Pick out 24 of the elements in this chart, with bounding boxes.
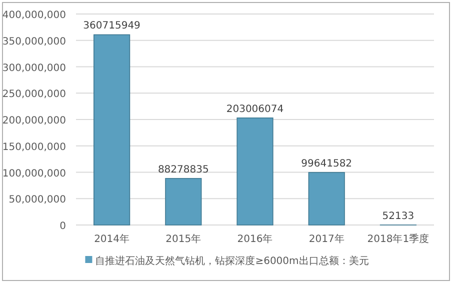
data-label: 99641582: [301, 158, 352, 170]
y-tick-label: 250,000,000: [2, 89, 66, 100]
data-label: 52133: [382, 210, 414, 222]
bar: [308, 172, 345, 226]
x-tick-label: 2018年1季度: [367, 233, 430, 245]
y-tick-label: 50,000,000: [8, 194, 66, 206]
data-label: 203006074: [226, 104, 284, 115]
y-tick-label: 350,000,000: [2, 36, 66, 48]
y-tick-label: 200,000,000: [2, 116, 66, 126]
y-tick-label: 400,000,000: [2, 10, 66, 21]
bar: [94, 34, 130, 226]
data-label: 88278835: [158, 164, 209, 176]
x-tick-label: 2015年: [166, 233, 202, 245]
legend-label: 自推进石油及天然气钻机，钻探深度≥6000m出口总额：美元: [95, 255, 369, 267]
y-tick-label: 150,000,000: [2, 142, 66, 153]
bar: [165, 178, 202, 226]
y-tick-label: 300,000,000: [2, 62, 66, 74]
bar: [236, 118, 274, 226]
x-tick-label: 2017年: [308, 233, 344, 245]
data-label: 360715949: [83, 20, 140, 32]
x-tick-label: 2016年: [237, 233, 273, 245]
y-tick-label: 100,000,000: [2, 168, 66, 180]
x-tick-label: 2014年: [94, 233, 130, 245]
y-tick-label: 0: [60, 221, 66, 232]
